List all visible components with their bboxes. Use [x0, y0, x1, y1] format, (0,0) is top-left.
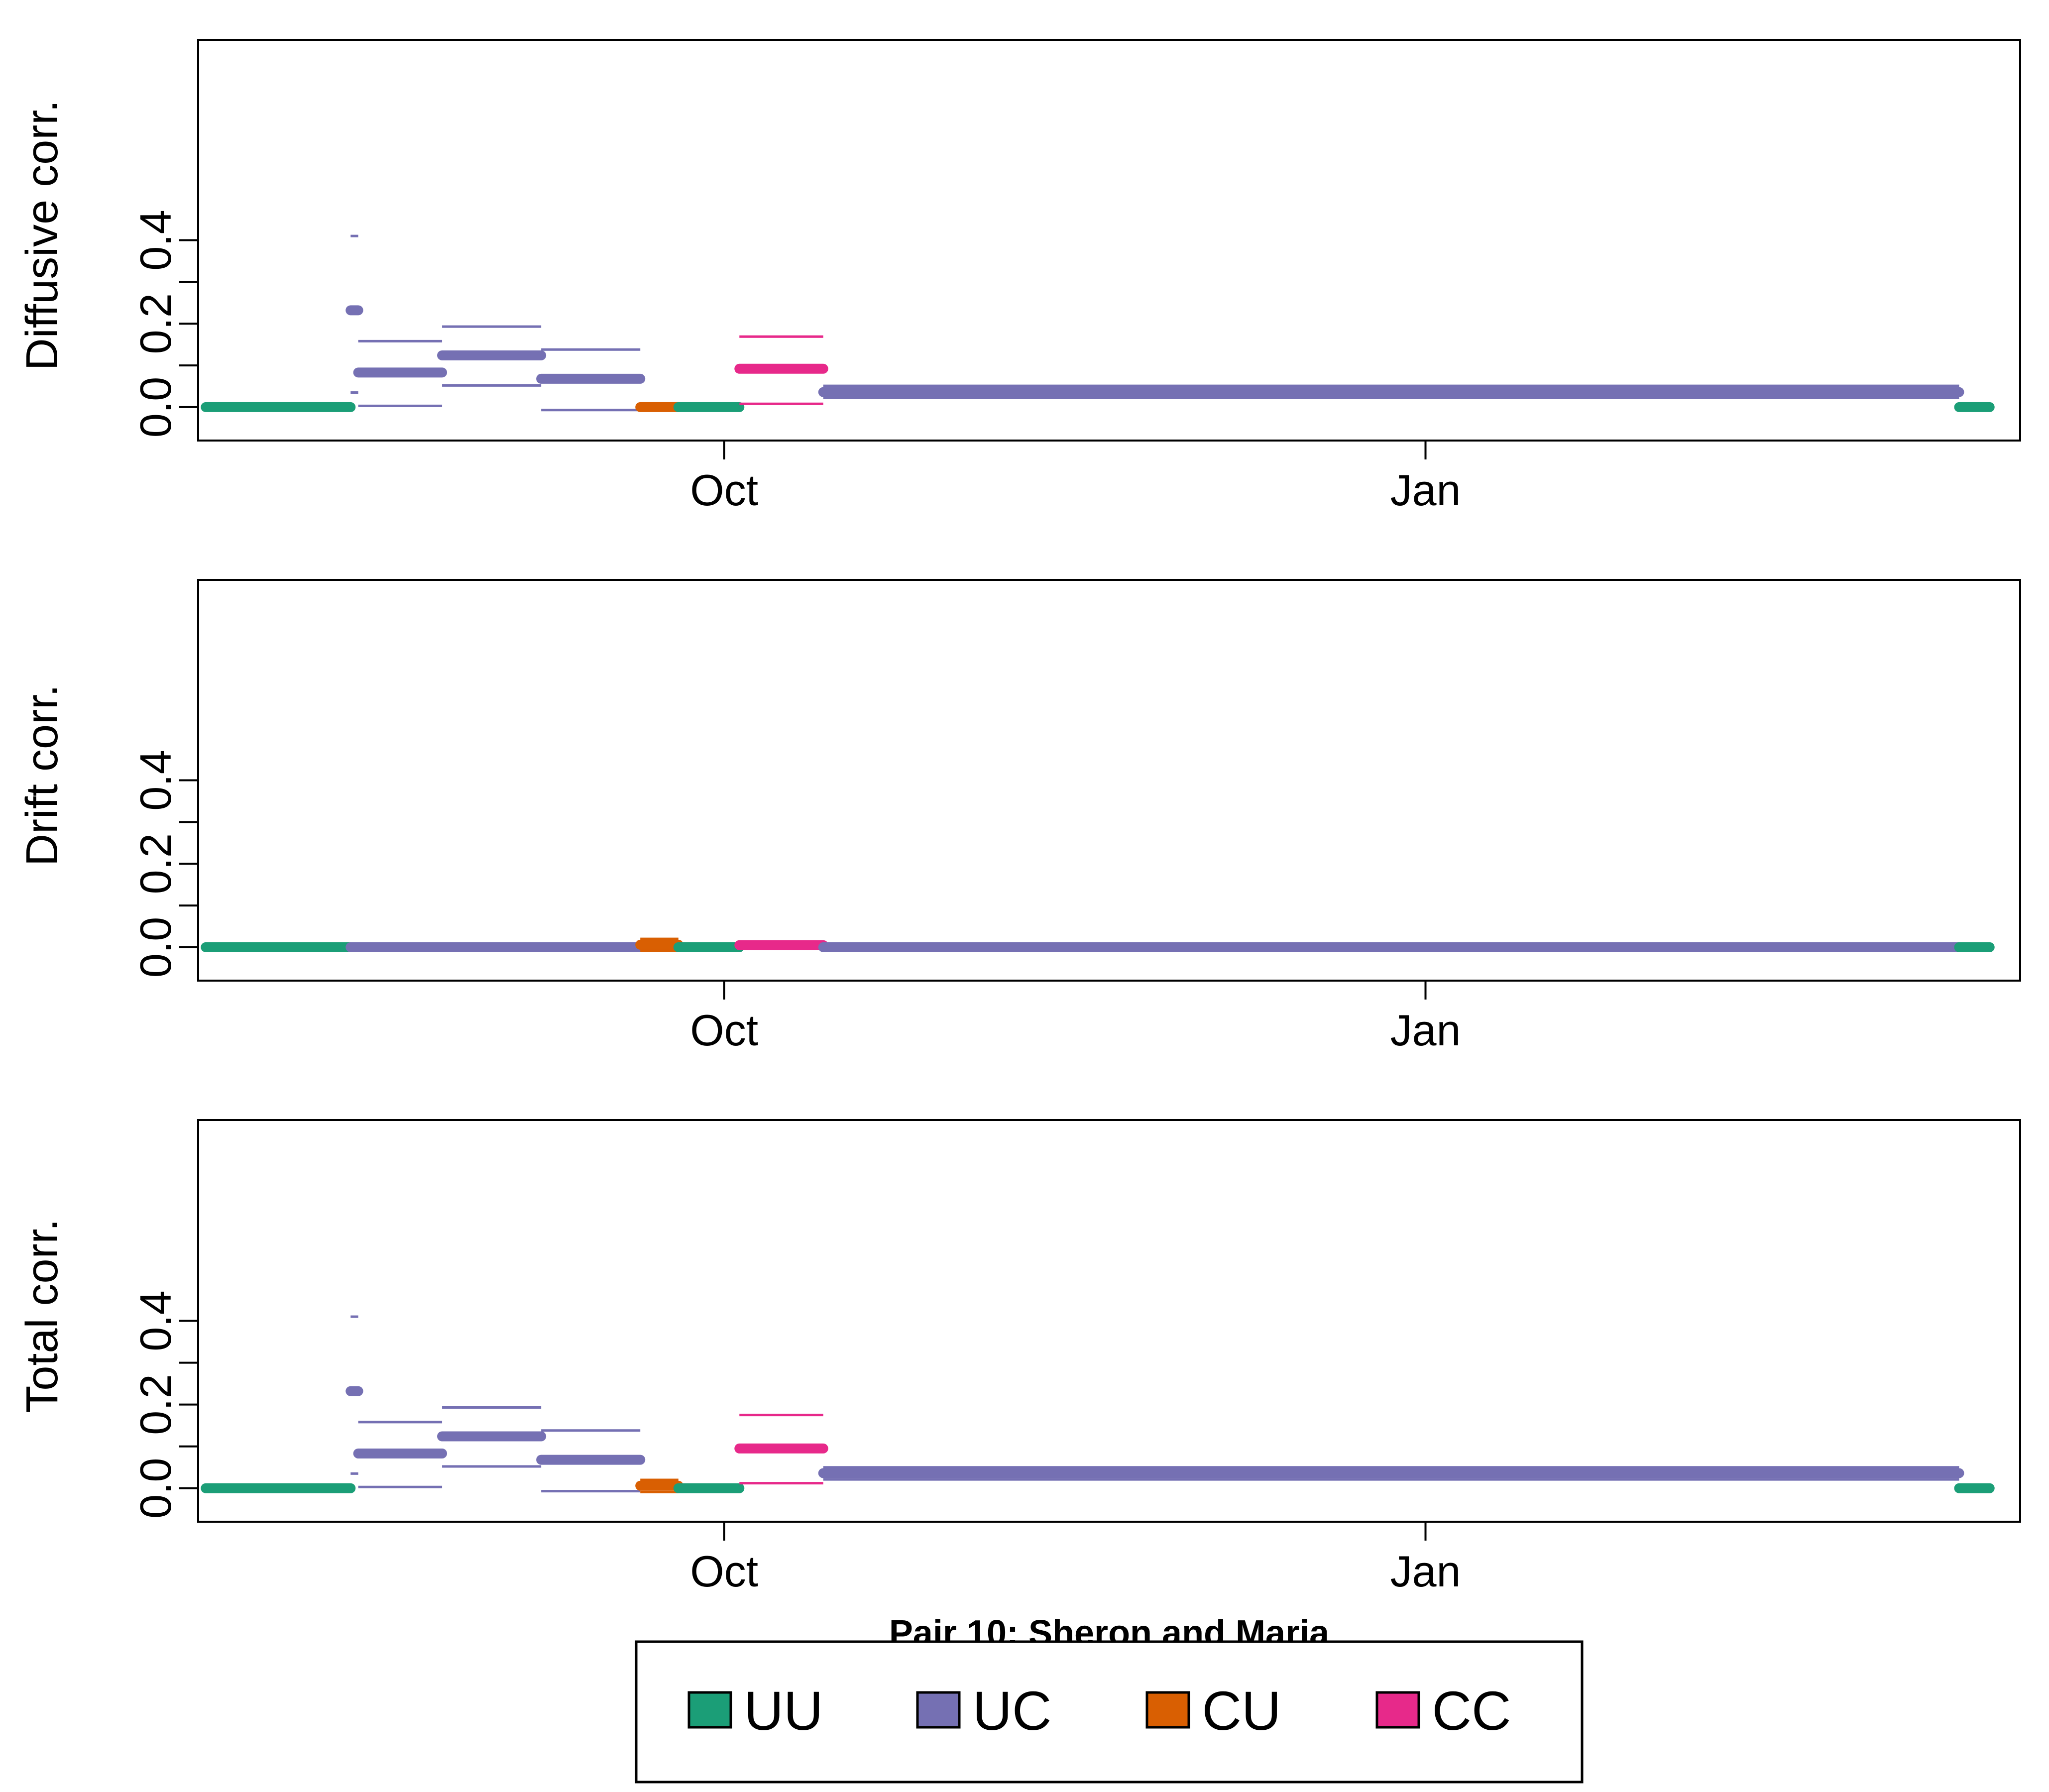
panel-total: 0.0 0.2 0.4 Total corr. Oct Jan [17, 1119, 2021, 1596]
y-tick-label: 0.2 [131, 1374, 180, 1435]
panel-diffusive: 0.0 0.2 0.4 Diffusive corr. Oct Jan [17, 39, 2021, 515]
panel-frame [197, 1119, 2021, 1523]
panel-frame [197, 579, 2021, 982]
legend-swatch-cc [1375, 1691, 1420, 1729]
legend-label-cc: CC [1432, 1680, 1511, 1742]
x-tick-label: Oct [690, 1547, 758, 1596]
y-tick-label: 0.0 [131, 377, 180, 438]
x-tick-label: Oct [690, 1006, 758, 1055]
y-tick-label: 0.0 [131, 917, 180, 978]
legend: UU UC CU CC [635, 1640, 1584, 1784]
y-tick-label: 0.2 [131, 833, 180, 894]
panel-drift: 0.0 0.2 0.4 Drift corr. Oct Jan [17, 579, 2021, 1055]
legend-swatch-uu [687, 1691, 732, 1729]
legend-box [635, 1640, 1584, 1784]
legend-swatch-uc [916, 1691, 961, 1729]
panel-frame [197, 39, 2021, 442]
y-axis-title: Drift corr. [17, 684, 67, 866]
y-tick-label: 0.0 [131, 1458, 180, 1519]
y-tick-label: 0.4 [131, 210, 180, 270]
y-tick-label: 0.4 [131, 1290, 180, 1351]
legend-swatch-cu [1145, 1691, 1190, 1729]
y-axis-title: Diffusive corr. [17, 100, 67, 371]
y-axis-title: Total corr. [17, 1219, 67, 1413]
x-tick-label: Jan [1390, 1547, 1461, 1596]
y-tick-label: 0.4 [131, 750, 180, 810]
x-tick-label: Jan [1390, 1006, 1461, 1055]
x-tick-label: Oct [690, 465, 758, 515]
panels-layer: 0.0 0.2 0.4 Diffusive corr. Oct Jan 0.0 0.2 0.4 D… [17, 39, 2021, 1596]
legend-label-uc: UC [973, 1680, 1052, 1742]
x-tick-label: Jan [1390, 465, 1461, 515]
y-tick-label: 0.2 [131, 293, 180, 354]
legend-label-uu: UU [744, 1680, 823, 1742]
legend-label-cu: CU [1202, 1680, 1281, 1742]
